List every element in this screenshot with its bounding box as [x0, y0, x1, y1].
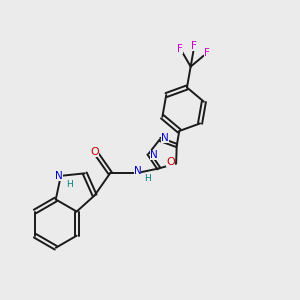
Text: F: F	[203, 48, 209, 59]
Text: N: N	[56, 171, 63, 181]
Text: N: N	[161, 133, 169, 143]
Text: F: F	[177, 44, 183, 54]
Text: H: H	[66, 180, 73, 189]
Text: F: F	[191, 41, 197, 51]
Text: H: H	[144, 174, 151, 183]
Text: N: N	[134, 167, 141, 176]
Text: O: O	[90, 147, 99, 157]
Text: O: O	[167, 157, 175, 167]
Text: N: N	[150, 150, 158, 160]
